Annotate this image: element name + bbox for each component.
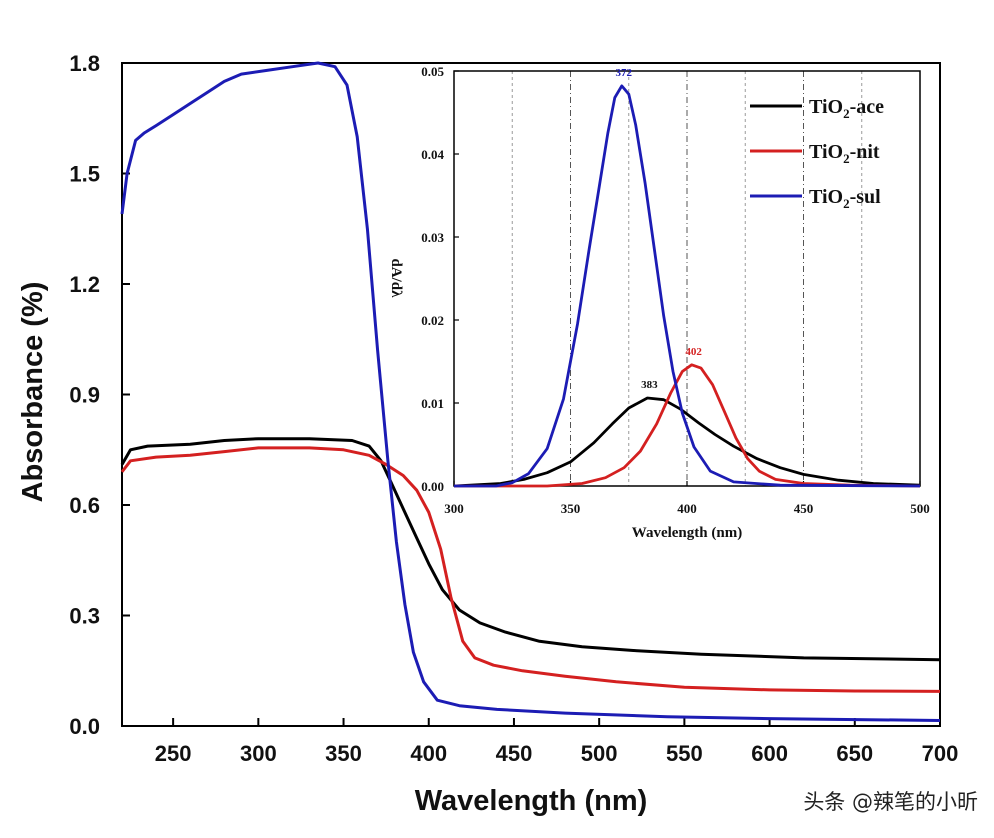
inset-series-group [453,84,921,488]
main-x-axis-label: Wavelength (nm) [415,785,648,817]
main-x-tick-label-700: 700 [922,741,959,766]
inset-series-line-tio2-nit [454,363,921,488]
main-x-tick-label-300: 300 [240,741,277,766]
main-series-line-tio2-sul [120,61,941,722]
inset-y-tick-label-3: 0.03 [421,230,444,245]
inset-legend: TiO2-ace TiO2-nit TiO2-sul [750,96,884,211]
main-series-line-tio2-ace [120,437,941,662]
legend-label-sul: TiO2-sul [809,186,881,211]
main-y-tick-label-0: 0.0 [69,714,100,739]
inset-peak-label-402: 402 [685,346,702,358]
main-series-line-tio2-nit [120,446,941,693]
inset-x-tick-label-400: 400 [677,501,697,516]
inset-x-axis-label: Wavelength (nm) [632,525,742,541]
main-x-tick-label-350: 350 [325,741,362,766]
inset-y-axis-label: dA/dλ [388,258,404,298]
inset-peak-label-372: 372 [616,67,633,79]
main-x-tick-label-400: 400 [410,741,447,766]
main-x-tick-label-450: 450 [496,741,533,766]
main-y-tick-label-3: 0.9 [69,383,100,408]
inset-x-tick-label-450: 450 [794,501,814,516]
main-y-tick-label-2: 0.6 [69,493,100,518]
inset-y-tick-label-5: 0.05 [421,64,444,79]
inset-y-tick-label-4: 0.04 [421,147,444,162]
inset-series-line-tio2-ace [453,396,921,488]
inset-x-ticks: 300 350 400 450 500 [444,481,930,516]
main-x-tick-label-600: 600 [751,741,788,766]
inset-series-line-tio2-sul [454,84,921,488]
legend-label-ace: TiO2-ace [809,96,884,121]
main-y-tick-label-4: 1.2 [69,272,100,297]
inset-x-tick-label-500: 500 [910,501,930,516]
main-y-axis-label: Absorbance (%) [17,282,49,503]
inset-peak-label-383: 383 [641,379,658,391]
inset-peak-labels: 383 402 372 [616,67,703,391]
inset-y-tick-label-0: 0.00 [421,479,444,494]
watermark-text: 头条 @辣笔的小昕 [803,790,978,814]
inset-y-tick-label-2: 0.02 [421,313,444,328]
main-series-group [120,61,941,722]
main-y-tick-label-6: 1.8 [69,51,100,76]
main-x-tick-label-250: 250 [155,741,192,766]
main-y-tick-label-1: 0.3 [69,604,100,629]
inset-x-tick-label-300: 300 [444,501,464,516]
main-y-ticks: 0.0 0.3 0.6 0.9 1.2 1.5 1.8 [69,51,130,739]
main-y-tick-label-5: 1.5 [69,162,100,187]
inset-y-tick-label-1: 0.01 [421,396,444,411]
main-x-ticks: 250 300 350 400 450 500 550 600 650 700 [155,718,959,766]
inset-x-tick-label-350: 350 [561,501,581,516]
inset-vertical-gridlines [511,71,863,486]
inset-chart: 300 350 400 450 500 0.00 0.01 0.02 0.03 0.04 0.05… [388,64,930,541]
main-x-tick-label-650: 650 [836,741,873,766]
main-x-tick-label-500: 500 [581,741,618,766]
main-x-tick-label-550: 550 [666,741,703,766]
inset-y-ticks: 0.00 0.01 0.02 0.03 0.04 0.05 [421,64,459,494]
main-chart: 250 300 350 400 450 500 550 600 650 700 0.0 0.3 0.6… [17,51,958,817]
